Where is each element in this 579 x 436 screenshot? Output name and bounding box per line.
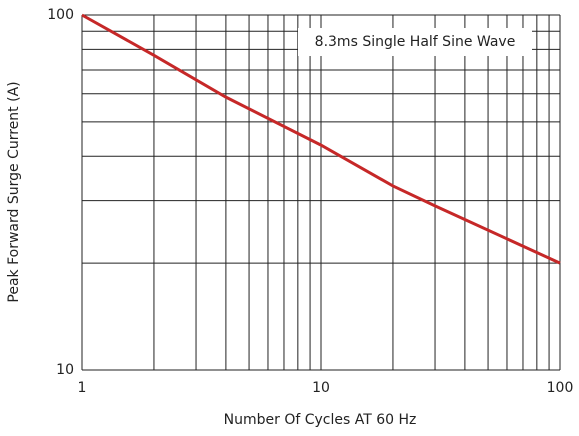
x-tick-label: 1 xyxy=(78,380,87,396)
x-tick-label: 100 xyxy=(547,380,574,396)
annotation: 8.3ms Single Half Sine Wave xyxy=(315,34,516,50)
x-axis-label: Number Of Cycles AT 60 Hz xyxy=(224,412,417,428)
y-tick-label: 10 xyxy=(56,362,74,378)
y-tick-label: 100 xyxy=(47,7,74,23)
line xyxy=(81,13,561,265)
annotation-box xyxy=(298,28,532,56)
y-axis-label: Peak Forward Surge Current (A) xyxy=(6,81,22,302)
x-tick-label: 10 xyxy=(312,380,330,396)
